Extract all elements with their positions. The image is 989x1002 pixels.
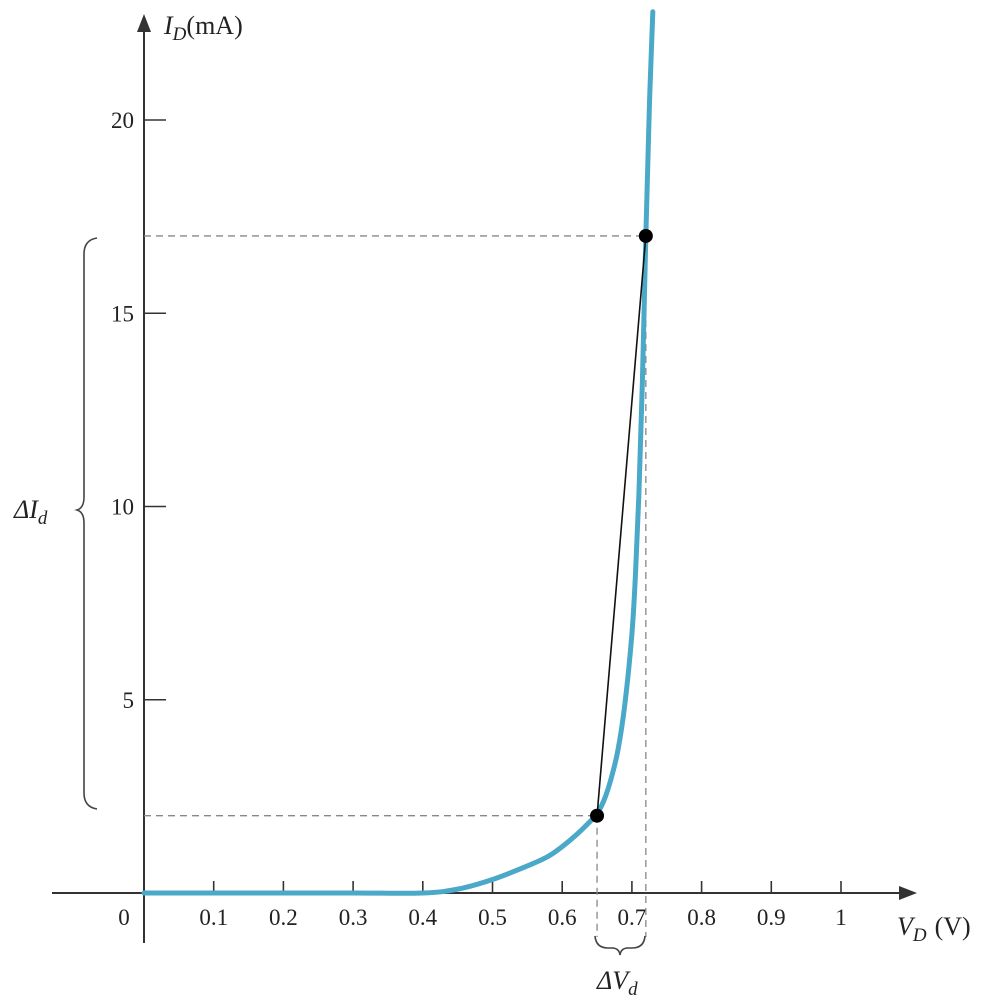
delta-i-symbol: ΔI [13,495,39,524]
x-tick-label-3: 0.4 [408,905,437,930]
delta-i-label: ΔId [13,495,48,529]
delta-i-subscript: d [38,508,48,529]
x-axis-title: VD (V) [897,912,971,946]
x-axis-unit: (V) [935,912,971,941]
x-axis-subscript: D [912,925,927,946]
delta-i-brace [74,237,98,810]
x-tick-label-6: 0.7 [618,905,647,930]
delta-v-brace [594,935,646,956]
y-axis-symbol: I [163,11,174,40]
chord-layer [596,235,647,816]
delta-v-subscript: d [628,979,638,1000]
diode-curve [141,9,656,896]
y-axis-arrowhead [137,14,151,32]
dashed-guide-lines [144,235,647,937]
data-point-1 [638,228,653,243]
curve-layer [141,9,656,896]
data-point-0 [590,808,605,823]
x-tick-label-8: 0.9 [757,905,786,930]
delta-v-label: ΔVd [596,966,638,1000]
y-axis-title: ID(mA) [163,11,243,45]
x-tick-label-5: 0.6 [548,905,577,930]
y-tick-label-2: 15 [111,301,134,326]
x-tick-label-7: 0.8 [687,905,716,930]
x-tick-label-4: 0.5 [478,905,507,930]
y-axis-subscript: D [172,24,187,45]
x-axis-symbol: V [897,912,916,941]
x-axis-arrowhead [899,886,917,900]
x-tick-label-1: 0.2 [269,905,298,930]
origin-label: 0 [118,905,130,930]
chord-line [596,235,647,816]
x-tick-label-9: 1 [835,905,847,930]
y-tick-label-1: 10 [111,495,134,520]
points-layer [590,228,653,823]
y-tick-label-0: 5 [123,688,135,713]
y-axis-unit: (mA) [186,11,242,40]
delta-v-symbol: ΔV [596,966,631,995]
y-tick-label-3: 20 [111,108,134,133]
x-tick-label-2: 0.3 [339,905,368,930]
x-tick-label-0: 0.1 [199,905,228,930]
